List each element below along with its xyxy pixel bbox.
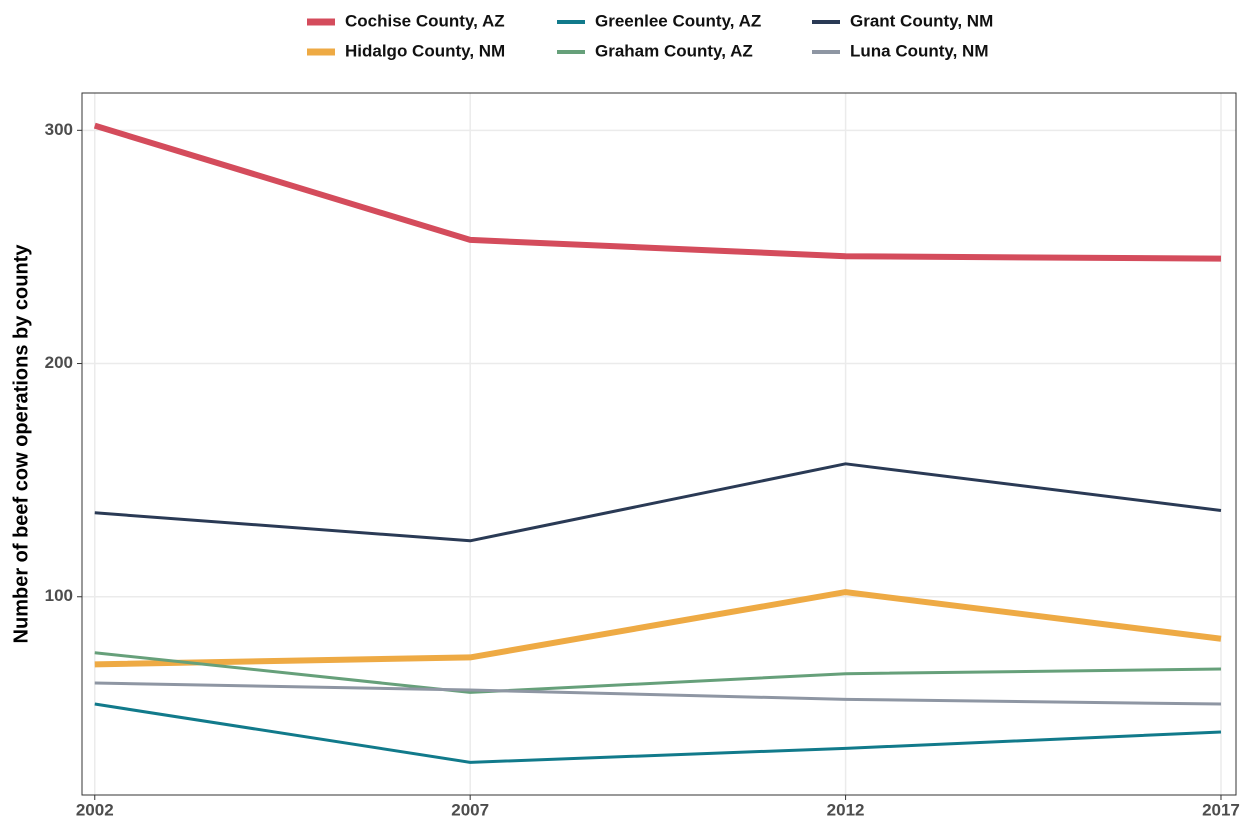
panel-border (81, 92, 1237, 796)
y-tick-label: 100 (45, 586, 73, 605)
legend-label: Hidalgo County, NM (345, 41, 505, 60)
legend-label: Luna County, NM (850, 41, 989, 60)
series-line (93, 122, 1221, 262)
y-tick-label: 200 (45, 353, 73, 372)
series-line (94, 462, 1222, 543)
y-axis-label: Number of beef cow operations by county (10, 244, 32, 644)
legend-label: Greenlee County, AZ (595, 11, 761, 30)
y-tick-label: 300 (45, 120, 73, 139)
series-line (94, 681, 1221, 706)
x-tick-label: 2017 (1202, 800, 1240, 819)
x-tick-label: 2007 (451, 800, 489, 819)
series-line (94, 651, 1221, 694)
series-line (94, 702, 1222, 764)
x-tick-label: 2002 (76, 800, 114, 819)
legend-label: Cochise County, AZ (345, 11, 505, 30)
series-line (94, 589, 1222, 668)
legend-label: Graham County, AZ (595, 41, 753, 60)
legend-label: Grant County, NM (850, 11, 993, 30)
x-tick-label: 2012 (827, 800, 865, 819)
